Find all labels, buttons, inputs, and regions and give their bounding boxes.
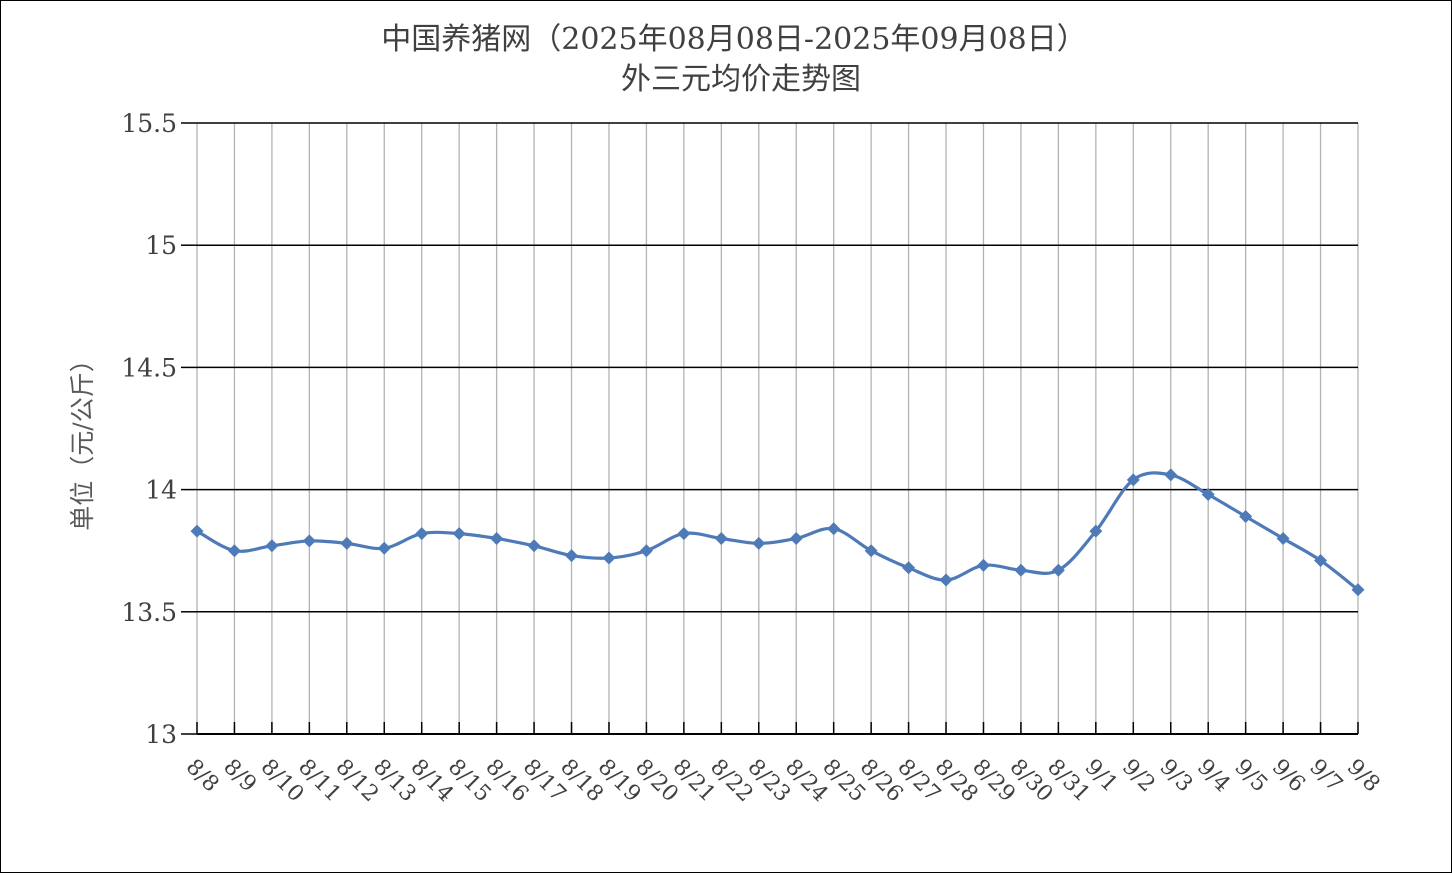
- y-tick-label: 14.5: [121, 353, 177, 382]
- data-point-marker: [827, 522, 841, 536]
- data-point-marker: [1089, 524, 1103, 538]
- y-axis-label: 单位（元/公斤）: [68, 347, 97, 530]
- x-tick-label: 9/7: [1304, 755, 1347, 798]
- x-tick-label: 8/8: [181, 755, 224, 798]
- y-tick-label: 14: [145, 476, 177, 505]
- x-tick-label: 9/4: [1192, 755, 1235, 798]
- data-point-marker: [789, 531, 803, 545]
- y-tick-label: 15: [145, 231, 177, 260]
- x-tick-label: 9/2: [1117, 755, 1160, 798]
- x-tick-label: 9/3: [1154, 755, 1197, 798]
- data-point-marker: [602, 551, 616, 565]
- data-point-marker: [864, 544, 878, 558]
- data-point-marker: [976, 558, 990, 572]
- y-axis-ticks: 13 13.5 14 14.5 15 15.5: [121, 109, 197, 749]
- data-point-marker: [340, 536, 354, 550]
- data-point-marker: [565, 549, 579, 563]
- data-point-marker: [752, 536, 766, 550]
- y-tick-label: 13.5: [121, 598, 177, 627]
- horizontal-gridlines: [197, 122, 1358, 613]
- data-point-marker: [677, 527, 691, 541]
- x-tick-label: 8/9: [218, 755, 261, 798]
- data-point-marker: [527, 539, 541, 553]
- data-point-marker: [190, 524, 204, 538]
- x-tick-label: 8/10: [256, 755, 309, 808]
- y-tick-label: 15.5: [121, 109, 177, 138]
- x-axis-ticks: 8/88/98/108/118/128/138/148/158/168/178/…: [181, 755, 1385, 808]
- chart-title: 中国养猪网（2025年08月08日-2025年09月08日）: [381, 22, 1087, 57]
- data-point-marker: [227, 544, 241, 558]
- series-line: [195, 471, 1360, 592]
- data-point-marker: [714, 531, 728, 545]
- x-tick-label: 9/8: [1342, 755, 1385, 798]
- vertical-gridlines: [196, 123, 1359, 734]
- data-point-marker: [1239, 509, 1253, 523]
- series-layer: [190, 468, 1365, 597]
- data-point-marker: [1014, 563, 1028, 577]
- data-point-marker: [1126, 473, 1140, 487]
- data-point-marker: [1051, 563, 1065, 577]
- x-axis: [196, 722, 1359, 735]
- x-tick-label: 9/5: [1229, 755, 1272, 798]
- data-point-marker: [415, 527, 429, 541]
- data-point-marker: [1276, 531, 1290, 545]
- chart-subtitle: 外三元均价走势图: [621, 62, 861, 97]
- data-point-marker: [377, 541, 391, 555]
- data-point-marker: [1351, 583, 1365, 597]
- data-point-marker: [1201, 487, 1215, 501]
- data-point-marker: [1164, 468, 1178, 482]
- data-point-marker: [265, 539, 279, 553]
- data-point-marker: [939, 573, 953, 587]
- x-tick-label: 9/6: [1267, 755, 1310, 798]
- data-point-marker: [639, 544, 653, 558]
- y-tick-label: 13: [145, 720, 177, 749]
- data-point-marker: [452, 527, 466, 541]
- data-point-marker: [302, 534, 316, 548]
- data-point-marker: [902, 561, 916, 575]
- data-point-marker: [490, 531, 504, 545]
- data-point-marker: [1314, 553, 1328, 567]
